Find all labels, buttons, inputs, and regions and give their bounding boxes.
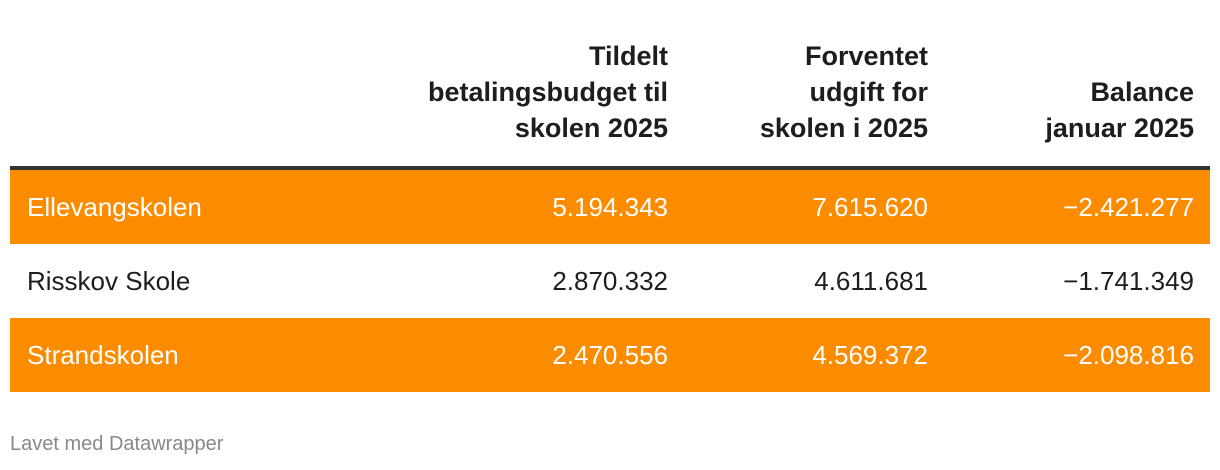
header-tildelt-budget: Tildelt betalingsbudget til skolen 2025	[410, 38, 668, 146]
expense-value: 7.615.620	[812, 191, 928, 222]
header-line: Balance	[1090, 77, 1194, 107]
table-row: Ellevangskolen 5.194.343 7.615.620 −2.42…	[10, 170, 1210, 244]
header-line: skolen i 2025	[759, 113, 928, 143]
table-header: Tildelt betalingsbudget til skolen 2025 …	[10, 40, 1210, 170]
data-table: Tildelt betalingsbudget til skolen 2025 …	[10, 40, 1210, 392]
header-line: Forventet	[804, 41, 928, 71]
school-name: Ellevangskolen	[27, 191, 202, 222]
budget-value: 5.194.343	[552, 191, 668, 222]
balance-value: −2.098.816	[1063, 339, 1194, 370]
datawrapper-credit: Lavet med Datawrapper	[10, 433, 224, 455]
header-line: skolen 2025	[514, 113, 668, 143]
table-row: Strandskolen 2.470.556 4.569.372 −2.098.…	[10, 318, 1210, 392]
header-line: betalingsbudget til	[428, 77, 668, 107]
expense-value: 4.569.372	[812, 339, 928, 370]
budget-value: 2.470.556	[552, 339, 668, 370]
header-line: januar 2025	[1045, 113, 1194, 143]
header-line: udgift for	[809, 77, 928, 107]
header-line: Tildelt	[588, 41, 668, 71]
header-forventet-udgift: Forventet udgift for skolen i 2025	[708, 38, 928, 146]
balance-value: −1.741.349	[1063, 265, 1194, 296]
school-name: Risskov Skole	[27, 265, 191, 296]
expense-value: 4.611.681	[814, 265, 928, 296]
table-row: Risskov Skole 2.870.332 4.611.681 −1.741…	[10, 244, 1210, 318]
school-name: Strandskolen	[27, 339, 179, 370]
header-balance: Balance januar 2025	[994, 74, 1194, 146]
budget-value: 2.870.332	[552, 265, 668, 296]
balance-value: −2.421.277	[1063, 191, 1194, 222]
